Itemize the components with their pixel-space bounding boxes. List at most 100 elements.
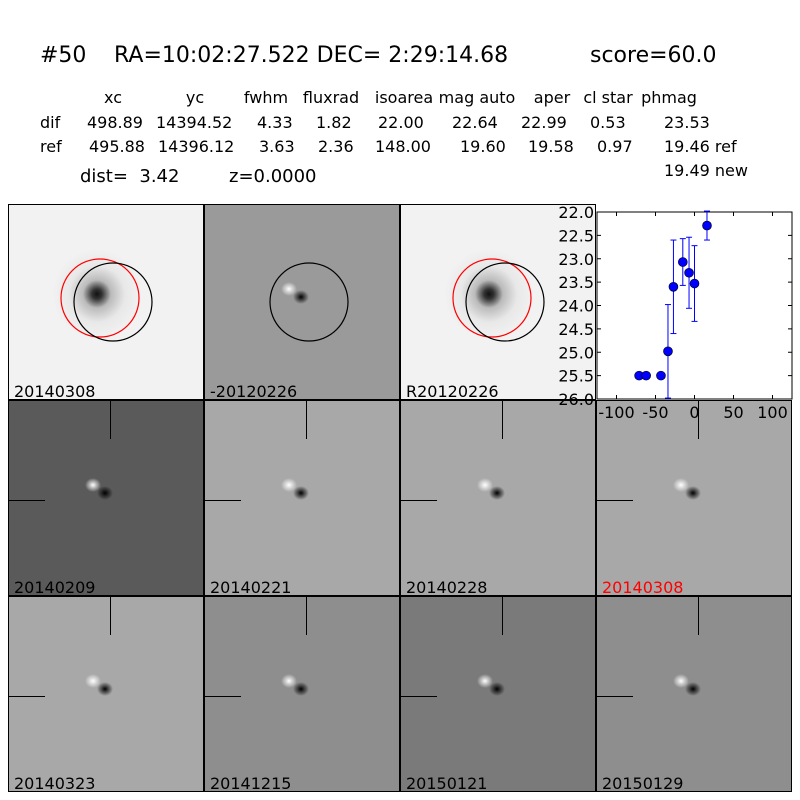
- aperture-circles: [269, 262, 349, 342]
- x-tick-label: -100: [598, 403, 634, 422]
- y-tick-label: 24.0: [558, 297, 594, 316]
- x-tick-label: 100: [757, 403, 788, 422]
- table-cell: 3.63: [259, 137, 295, 156]
- table-cell: 0.97: [597, 137, 633, 156]
- black-aperture-circle: [269, 262, 349, 342]
- crosshair-horizontal: [205, 500, 241, 501]
- row-label: ref: [40, 137, 62, 156]
- crosshair-horizontal: [401, 696, 437, 697]
- table-cell: 22.64: [452, 113, 498, 132]
- cutout-date-label: 20140308: [14, 382, 96, 400]
- table-cell: 1.82: [316, 113, 352, 132]
- data-point: [641, 370, 651, 381]
- crosshair-vertical: [110, 597, 111, 635]
- new-mag: 19.49 new: [664, 161, 748, 180]
- y-tick-label: 22.0: [558, 203, 594, 222]
- crosshair-horizontal: [401, 500, 437, 501]
- table-cell: 14396.12: [158, 137, 235, 156]
- cutout-date-label: 20140323: [14, 774, 96, 792]
- col-header: fwhm: [243, 88, 289, 107]
- data-point: [663, 346, 673, 357]
- crosshair-vertical: [306, 401, 307, 439]
- cutout-image: 20150129: [596, 596, 792, 792]
- cutout-image: -20120226: [204, 204, 400, 400]
- table-cell: 2.36: [318, 137, 354, 156]
- cutout-image: 20140308: [8, 204, 204, 400]
- cutout-image: 20140323: [8, 596, 204, 792]
- aperture-circles: [60, 258, 153, 342]
- table-cell: 22.99: [521, 113, 567, 132]
- table-cell: 23.53: [664, 113, 710, 132]
- table-cell: 148.00: [375, 137, 431, 156]
- x-tick-label: -50: [642, 403, 668, 422]
- col-header: yc: [185, 88, 205, 107]
- y-tick-label: 23.0: [558, 250, 594, 269]
- data-point: [668, 282, 679, 292]
- col-header: fluxrad: [302, 88, 360, 107]
- light-curve-chart: 22.0 22.5 23.0 23.5 24.0 24.5 25.0 25.5 26.0-100…: [558, 203, 793, 422]
- cutout-date-label: 20140228: [406, 578, 488, 596]
- cutout-date-label: 20141215: [210, 774, 292, 792]
- cutout-image: 20150121: [400, 596, 596, 792]
- crosshair-horizontal: [205, 696, 241, 697]
- y-tick-label: 24.5: [558, 320, 594, 339]
- cutout-date-label: 20140221: [210, 578, 292, 596]
- table-cell: 19.58: [528, 137, 574, 156]
- y-tick-label: 25.0: [558, 343, 594, 362]
- crosshair-horizontal: [9, 500, 45, 501]
- cutout-image: 20140308: [596, 400, 792, 596]
- x-tick-label: 50: [723, 403, 743, 422]
- col-header: aper: [533, 88, 571, 107]
- table-cell: 495.88: [89, 137, 145, 156]
- cutout-date-label: 20150129: [602, 774, 684, 792]
- crosshair-horizontal: [597, 696, 633, 697]
- crosshair-vertical: [698, 597, 699, 635]
- cutout-image: 20140221: [204, 400, 400, 596]
- y-tick-label: 26.0: [558, 390, 594, 409]
- x-tick-label: 0: [689, 403, 699, 422]
- table-cell: 4.33: [257, 113, 293, 132]
- y-tick-label: 25.5: [558, 367, 594, 386]
- score: score=60.0: [590, 43, 717, 68]
- col-header: isoarea: [374, 88, 434, 107]
- data-point: [678, 257, 688, 267]
- cutout-image: 20141215: [204, 596, 400, 792]
- table-cell: 19.46 ref: [664, 137, 737, 156]
- cutout-date-label: 20140209: [14, 578, 96, 596]
- crosshair-vertical: [502, 597, 503, 635]
- col-header: cl star: [583, 88, 633, 107]
- y-tick-label: 23.5: [558, 273, 594, 292]
- y-tick-label: 22.5: [558, 226, 594, 245]
- cutout-date-label: R20120226: [406, 382, 499, 400]
- data-point: [689, 278, 700, 289]
- cutout-date-label: 20140308: [602, 578, 684, 596]
- crosshair-vertical: [110, 401, 111, 439]
- cutout-image: 20140209: [8, 400, 204, 596]
- dist: dist= 3.42: [80, 166, 180, 187]
- crosshair-vertical: [698, 401, 699, 439]
- cutout-image: 20140228: [400, 400, 596, 596]
- data-point: [684, 267, 694, 278]
- redshift: z=0.0000: [229, 166, 317, 187]
- table-cell: 19.60: [460, 137, 506, 156]
- coordinates: RA=10:02:27.522 DEC= 2:29:14.68: [114, 43, 509, 68]
- table-cell: 22.00: [378, 113, 424, 132]
- red-aperture-circle: [452, 258, 532, 338]
- cutout-image: R20120226: [400, 204, 596, 400]
- table-cell: 498.89: [87, 113, 143, 132]
- candidate-id: #50: [40, 43, 87, 68]
- crosshair-horizontal: [597, 500, 633, 501]
- black-aperture-circle: [73, 262, 153, 342]
- col-header: phmag: [641, 88, 697, 107]
- black-aperture-circle: [465, 262, 545, 342]
- cutout-date-label: 20150121: [406, 774, 488, 792]
- red-aperture-circle: [60, 258, 140, 338]
- crosshair-vertical: [502, 401, 503, 439]
- crosshair-vertical: [306, 597, 307, 635]
- data-point: [656, 370, 666, 381]
- data-point: [702, 220, 712, 231]
- col-header: xc: [104, 88, 122, 107]
- cutout-date-label: -20120226: [210, 382, 298, 400]
- row-label: dif: [40, 113, 61, 132]
- table-cell: 14394.52: [156, 113, 233, 132]
